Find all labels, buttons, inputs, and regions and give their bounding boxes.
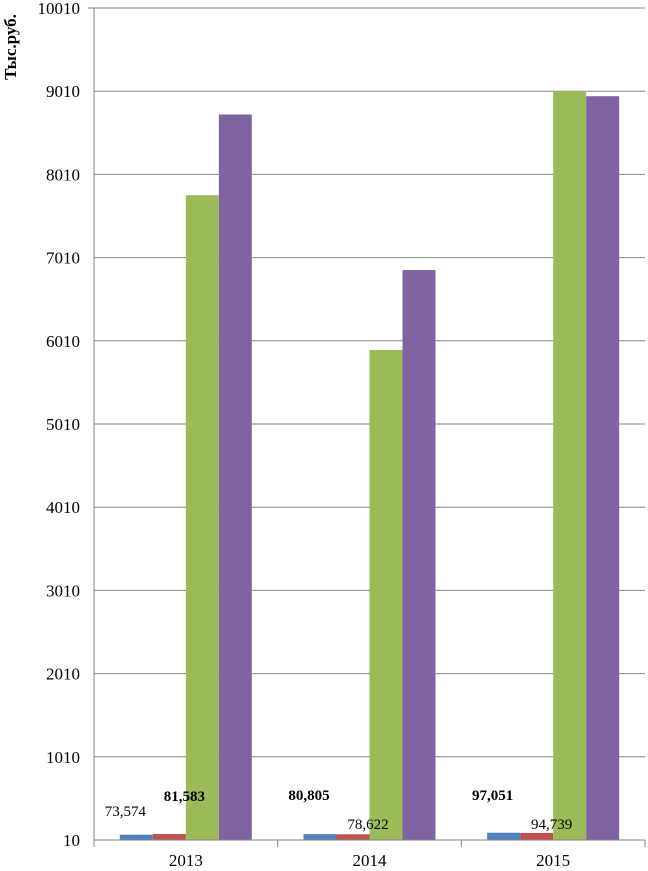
bar [402, 270, 436, 841]
bar [152, 834, 186, 840]
bar [336, 834, 370, 840]
y-tick-label: 8010 [46, 165, 80, 184]
bar [303, 834, 337, 840]
data-label: 80,805 [288, 788, 329, 804]
bar [553, 91, 587, 840]
data-label: 78,622 [347, 817, 388, 833]
y-tick-label: 10 [63, 831, 80, 850]
data-labels: 73,574 81,583 80,805 78,622 97,051 94,739 [105, 788, 573, 833]
y-axis-label: Тыс.руб. [1, 14, 20, 80]
bars [119, 91, 620, 841]
tick-labels: 1010102010301040105010601070108010901010… [38, 0, 571, 870]
y-tick-label: 2010 [46, 665, 80, 684]
y-tick-label: 5010 [46, 415, 80, 434]
y-tick-label: 9010 [46, 82, 80, 101]
y-tick-label: 6010 [46, 332, 80, 351]
data-label: 97,051 [472, 788, 513, 804]
bar [520, 832, 554, 840]
data-label: 73,574 [105, 804, 147, 820]
bar [119, 834, 153, 840]
x-tick-label: 2013 [169, 851, 203, 870]
bar [487, 832, 521, 840]
data-label: 94,739 [531, 817, 572, 833]
y-tick-label: 3010 [46, 581, 80, 600]
y-tick-label: 10010 [38, 0, 81, 18]
y-tick-label: 4010 [46, 498, 80, 517]
bar [218, 114, 252, 841]
x-tick-label: 2014 [353, 851, 388, 870]
bar [369, 349, 403, 840]
y-tick-label: 7010 [46, 249, 80, 268]
axes [88, 7, 646, 847]
x-tick-label: 2015 [536, 851, 570, 870]
bar [185, 195, 219, 840]
data-label: 81,583 [164, 789, 205, 805]
y-tick-label: 1010 [46, 748, 80, 767]
bar [586, 96, 620, 840]
